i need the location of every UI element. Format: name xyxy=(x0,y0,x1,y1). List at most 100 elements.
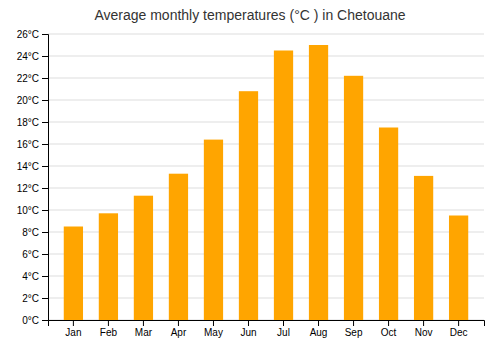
y-tick-mark xyxy=(42,166,48,167)
bar xyxy=(99,213,118,320)
y-tick-label: 0°C xyxy=(22,315,39,326)
y-tick-label: 20°C xyxy=(17,95,39,106)
y-tick-label: 2°C xyxy=(22,293,39,304)
y-tick-label: 8°C xyxy=(22,227,39,238)
y-tick-label: 10°C xyxy=(17,205,39,216)
x-tick-mark xyxy=(213,320,214,326)
x-tick-label: Jul xyxy=(277,327,290,338)
y-tick: 16°C xyxy=(17,139,48,150)
x-tick-label: Feb xyxy=(100,327,118,338)
bar xyxy=(274,51,293,321)
x-tick: Feb xyxy=(100,320,118,338)
x-tick-mark xyxy=(248,320,249,326)
y-tick: 6°C xyxy=(22,249,48,260)
y-tick-mark xyxy=(42,210,48,211)
y-tick: 10°C xyxy=(17,205,48,216)
y-tick-mark xyxy=(42,232,48,233)
y-tick-mark xyxy=(42,254,48,255)
y-axis-line xyxy=(42,35,49,321)
plot: 0°C 2°C 4°C 6°C 8°C 10°C 12°C 14°C 16°C 18°C 20°C 2… xyxy=(17,29,485,338)
x-tick: Dec xyxy=(450,320,468,338)
x-tick-label: Jan xyxy=(65,327,81,338)
y-tick: 22°C xyxy=(17,73,48,84)
y-tick-label: 6°C xyxy=(22,249,39,260)
y-tick-mark xyxy=(42,276,48,277)
y-tick-mark xyxy=(42,78,48,79)
x-tick: Jan xyxy=(65,320,81,338)
grid-line xyxy=(48,122,484,123)
y-tick-label: 22°C xyxy=(17,73,39,84)
x-tick-mark xyxy=(73,320,74,326)
x-tick-mark xyxy=(353,320,354,326)
x-tick-label: Nov xyxy=(415,327,433,338)
bar xyxy=(134,196,153,320)
x-tick-label: Oct xyxy=(381,327,397,338)
x-tick: Jun xyxy=(240,320,256,338)
y-tick-label: 4°C xyxy=(22,271,39,282)
bar xyxy=(64,227,83,321)
grid-line xyxy=(48,100,484,101)
bar xyxy=(449,216,468,321)
x-tick-label: Dec xyxy=(450,327,468,338)
y-tick-label: 26°C xyxy=(17,29,39,40)
x-tick: Mar xyxy=(135,320,153,338)
x-tick: Aug xyxy=(310,320,328,338)
x-tick: Oct xyxy=(381,320,397,338)
grid xyxy=(48,34,484,320)
y-tick-mark xyxy=(42,100,48,101)
x-tick-label: Sep xyxy=(345,327,363,338)
y-tick-mark xyxy=(42,320,48,321)
x-tick-mark xyxy=(108,320,109,326)
y-axis: 0°C 2°C 4°C 6°C 8°C 10°C 12°C 14°C 16°C 18°C 20°C 2… xyxy=(17,29,49,326)
y-tick-mark xyxy=(42,122,48,123)
x-tick-label: Aug xyxy=(310,327,328,338)
grid-line xyxy=(48,34,484,35)
x-tick-mark xyxy=(143,320,144,326)
bar xyxy=(169,174,188,320)
x-tick-mark xyxy=(178,320,179,326)
bars xyxy=(64,45,468,320)
x-tick: Nov xyxy=(415,320,433,338)
y-tick: 18°C xyxy=(17,117,48,128)
x-tick-mark xyxy=(458,320,459,326)
x-tick: Sep xyxy=(345,320,363,338)
y-tick-mark xyxy=(42,34,48,35)
x-axis-line xyxy=(49,321,485,327)
y-tick-label: 12°C xyxy=(17,183,39,194)
y-tick: 8°C xyxy=(22,227,48,238)
x-tick: Jul xyxy=(277,320,290,338)
y-tick: 4°C xyxy=(22,271,48,282)
y-tick: 24°C xyxy=(17,51,48,62)
x-axis: Jan Feb Mar Apr May Jun Jul Aug Sep Oct Nov Dec xyxy=(49,320,485,338)
y-tick-mark xyxy=(42,56,48,57)
y-tick-label: 16°C xyxy=(17,139,39,150)
y-tick: 14°C xyxy=(17,161,48,172)
x-tick-mark xyxy=(318,320,319,326)
y-tick: 26°C xyxy=(17,29,48,40)
bar xyxy=(204,140,223,320)
y-tick-mark xyxy=(42,298,48,299)
grid-line xyxy=(48,144,484,145)
bar xyxy=(379,128,398,321)
y-tick: 12°C xyxy=(17,183,48,194)
y-tick-mark xyxy=(42,188,48,189)
x-tick: May xyxy=(204,320,223,338)
x-tick-label: Apr xyxy=(171,327,187,338)
chart: Average monthly temperatures (°C ) in Ch… xyxy=(0,0,500,350)
bar xyxy=(414,176,433,320)
title: Average monthly temperatures (°C ) in Ch… xyxy=(94,7,405,23)
grid-line xyxy=(48,166,484,167)
x-tick-label: Jun xyxy=(240,327,256,338)
grid-line xyxy=(48,78,484,79)
bar xyxy=(344,76,363,320)
y-tick-mark xyxy=(42,144,48,145)
y-tick: 2°C xyxy=(22,293,48,304)
x-tick: Apr xyxy=(171,320,187,338)
grid-line xyxy=(48,56,484,57)
y-tick-label: 18°C xyxy=(17,117,39,128)
y-tick: 20°C xyxy=(17,95,48,106)
y-tick-label: 24°C xyxy=(17,51,39,62)
x-tick-mark xyxy=(388,320,389,326)
y-tick: 0°C xyxy=(22,315,48,326)
y-tick-label: 14°C xyxy=(17,161,39,172)
